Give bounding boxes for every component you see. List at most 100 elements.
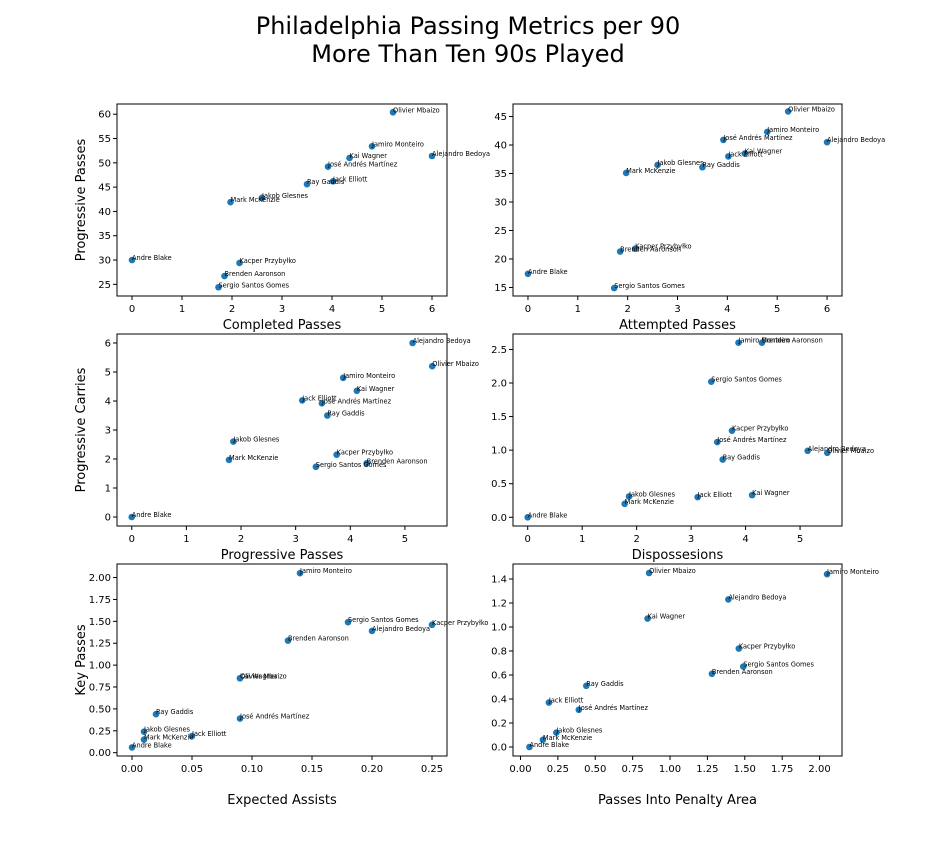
x-tick-label: 0.05	[181, 764, 203, 775]
plot-frame	[116, 333, 448, 527]
x-tick-label: 6	[429, 304, 435, 315]
y-tick-label: 1.5	[491, 412, 507, 423]
data-point-andre-blake	[524, 513, 532, 521]
point-label-jack-elliott: Jack Elliott	[697, 491, 733, 499]
x-tick-label: 0	[129, 534, 135, 545]
x-tick-label: 2	[624, 304, 630, 315]
data-point-olivier-mbaizo	[389, 108, 397, 116]
point-label-kacper-przyby-ko: Kacper Przybyłko	[635, 243, 691, 251]
data-point-kacper-przyby-ko	[728, 427, 736, 434]
point-label-sergio-santos-gomes: Sergio Santos Gomes	[743, 661, 814, 669]
y-tick-label: 25	[494, 226, 507, 237]
data-point-ray-gaddis	[582, 682, 590, 690]
x-tick-label: 5	[402, 534, 408, 545]
x-axis-label: Passes Into Penalty Area	[598, 793, 757, 808]
data-point-andre-blake	[524, 270, 532, 278]
y-tick-label: 30	[494, 197, 507, 208]
x-tick-label: 3	[292, 534, 298, 545]
data-point-brenden-aaronson	[758, 339, 766, 347]
x-tick-label: 1	[179, 304, 185, 315]
data-point-sergio-santos-gomes	[215, 283, 222, 291]
point-label-kai-wagner: Kai Wagner	[357, 385, 395, 393]
point-label-jack-elliott: Jack Elliott	[191, 730, 227, 738]
point-label-ray-gaddis: Ray Gaddis	[702, 161, 740, 169]
x-tick-label: 1	[579, 534, 585, 545]
point-label-andre-blake: Andre Blake	[132, 741, 172, 749]
plot-frame	[512, 563, 843, 757]
point-label-jakob-glesnes: Jakob Glesnes	[555, 727, 603, 735]
x-tick-label: 4	[347, 534, 353, 545]
data-point-jose-andres-martinez	[236, 715, 244, 722]
y-tick-label: 2	[105, 455, 111, 466]
data-point-alejandro-bedoya	[368, 627, 376, 635]
data-point-kai-wagner	[353, 387, 361, 395]
x-axis-label: Dispossesions	[632, 548, 724, 563]
x-tick-label: 1.25	[696, 764, 718, 775]
point-label-brenden-aaronson: Brenden Aaronson	[712, 668, 773, 676]
y-tick-label: 0.6	[491, 671, 507, 682]
point-label-andre-blake: Andre Blake	[132, 254, 172, 262]
x-tick-label: 1.75	[771, 764, 793, 775]
x-tick-label: 5	[774, 304, 780, 315]
y-tick-label: 0.0	[491, 513, 507, 524]
data-point-jamiro-monteiro	[368, 142, 376, 150]
point-label-jakob-glesnes: Jakob Glesnes	[143, 726, 191, 734]
plot-frame	[116, 563, 448, 757]
point-label-jose-andres-martinez: José Andrés Martínez	[716, 436, 787, 444]
data-point-alejandro-bedoya	[725, 596, 732, 603]
point-label-alejandro-bedoya: Alejandro Bedoya	[413, 337, 471, 345]
x-tick-label: 3	[279, 304, 285, 315]
x-axis-label: Completed Passes	[223, 318, 342, 333]
point-label-ray-gaddis: Ray Gaddis	[327, 409, 365, 417]
x-tick-label: 4	[329, 304, 335, 315]
x-tick-label: 2	[633, 534, 639, 545]
data-point-brenden-aaronson	[363, 460, 370, 467]
point-label-jakob-glesnes: Jakob Glesnes	[628, 490, 676, 498]
y-tick-label: 3	[105, 426, 111, 437]
data-point-sergio-santos-gomes	[610, 284, 618, 292]
data-point-jose-andres-martinez	[575, 706, 583, 714]
data-point-ray-gaddis	[303, 180, 311, 188]
x-tick-label: 3	[674, 304, 680, 315]
x-tick-label: 0.75	[622, 764, 644, 775]
data-point-andre-blake	[526, 743, 533, 751]
data-point-sergio-santos-gomes	[344, 618, 352, 626]
point-label-jack-elliott: Jack Elliott	[548, 697, 584, 705]
y-tick-label: 0.50	[89, 704, 111, 715]
y-tick-label: 2.00	[89, 573, 111, 584]
y-tick-label: 60	[98, 110, 111, 121]
y-tick-label: 1.25	[89, 639, 111, 650]
point-label-olivier-mbaizo: Olivier Mbaizo	[432, 360, 479, 368]
y-tick-label: 1.4	[491, 575, 507, 586]
point-label-olivier-mbaizo: Olivier Mbaizo	[393, 106, 440, 114]
x-tick-label: 1	[183, 534, 189, 545]
y-axis-label: Progressive Passes	[74, 139, 89, 262]
data-point-alejandro-bedoya	[409, 339, 416, 347]
data-point-kai-wagner	[741, 150, 749, 157]
y-tick-label: 40	[494, 141, 507, 152]
data-point-kacper-przyby-ko	[735, 645, 743, 652]
data-point-jakob-glesnes	[654, 161, 661, 169]
data-point-jakob-glesnes	[258, 194, 266, 202]
point-label-kai-wagner: Kai Wagner	[648, 613, 686, 621]
y-tick-label: 2.5	[491, 345, 507, 356]
point-label-andre-blake: Andre Blake	[529, 741, 569, 749]
data-point-brenden-aaronson	[221, 272, 228, 280]
data-point-ray-gaddis	[152, 710, 160, 718]
data-point-andre-blake	[128, 256, 136, 264]
y-tick-label: 0.8	[491, 647, 507, 658]
y-tick-label: 30	[98, 256, 111, 267]
y-tick-label: 0.00	[89, 748, 111, 759]
point-label-sergio-santos-gomes: Sergio Santos Gomes	[348, 616, 419, 624]
point-label-jose-andres-martinez: José Andrés Martínez	[578, 704, 649, 712]
data-point-jose-andres-martinez	[318, 400, 326, 407]
point-label-kacper-przyby-ko: Kacper Przybyłko	[337, 449, 393, 457]
x-tick-label: 0.20	[361, 764, 383, 775]
x-tick-label: 2.00	[808, 764, 830, 775]
data-point-kai-wagner	[346, 154, 353, 162]
scatter-panel-3: 0 1 2 3 4 5 0 1 2 3 4 5 6 Alejandro Bedoya Olivier Mba…	[74, 333, 479, 563]
point-label-olivier-mbaizo: Olivier Mbaizo	[827, 447, 874, 455]
